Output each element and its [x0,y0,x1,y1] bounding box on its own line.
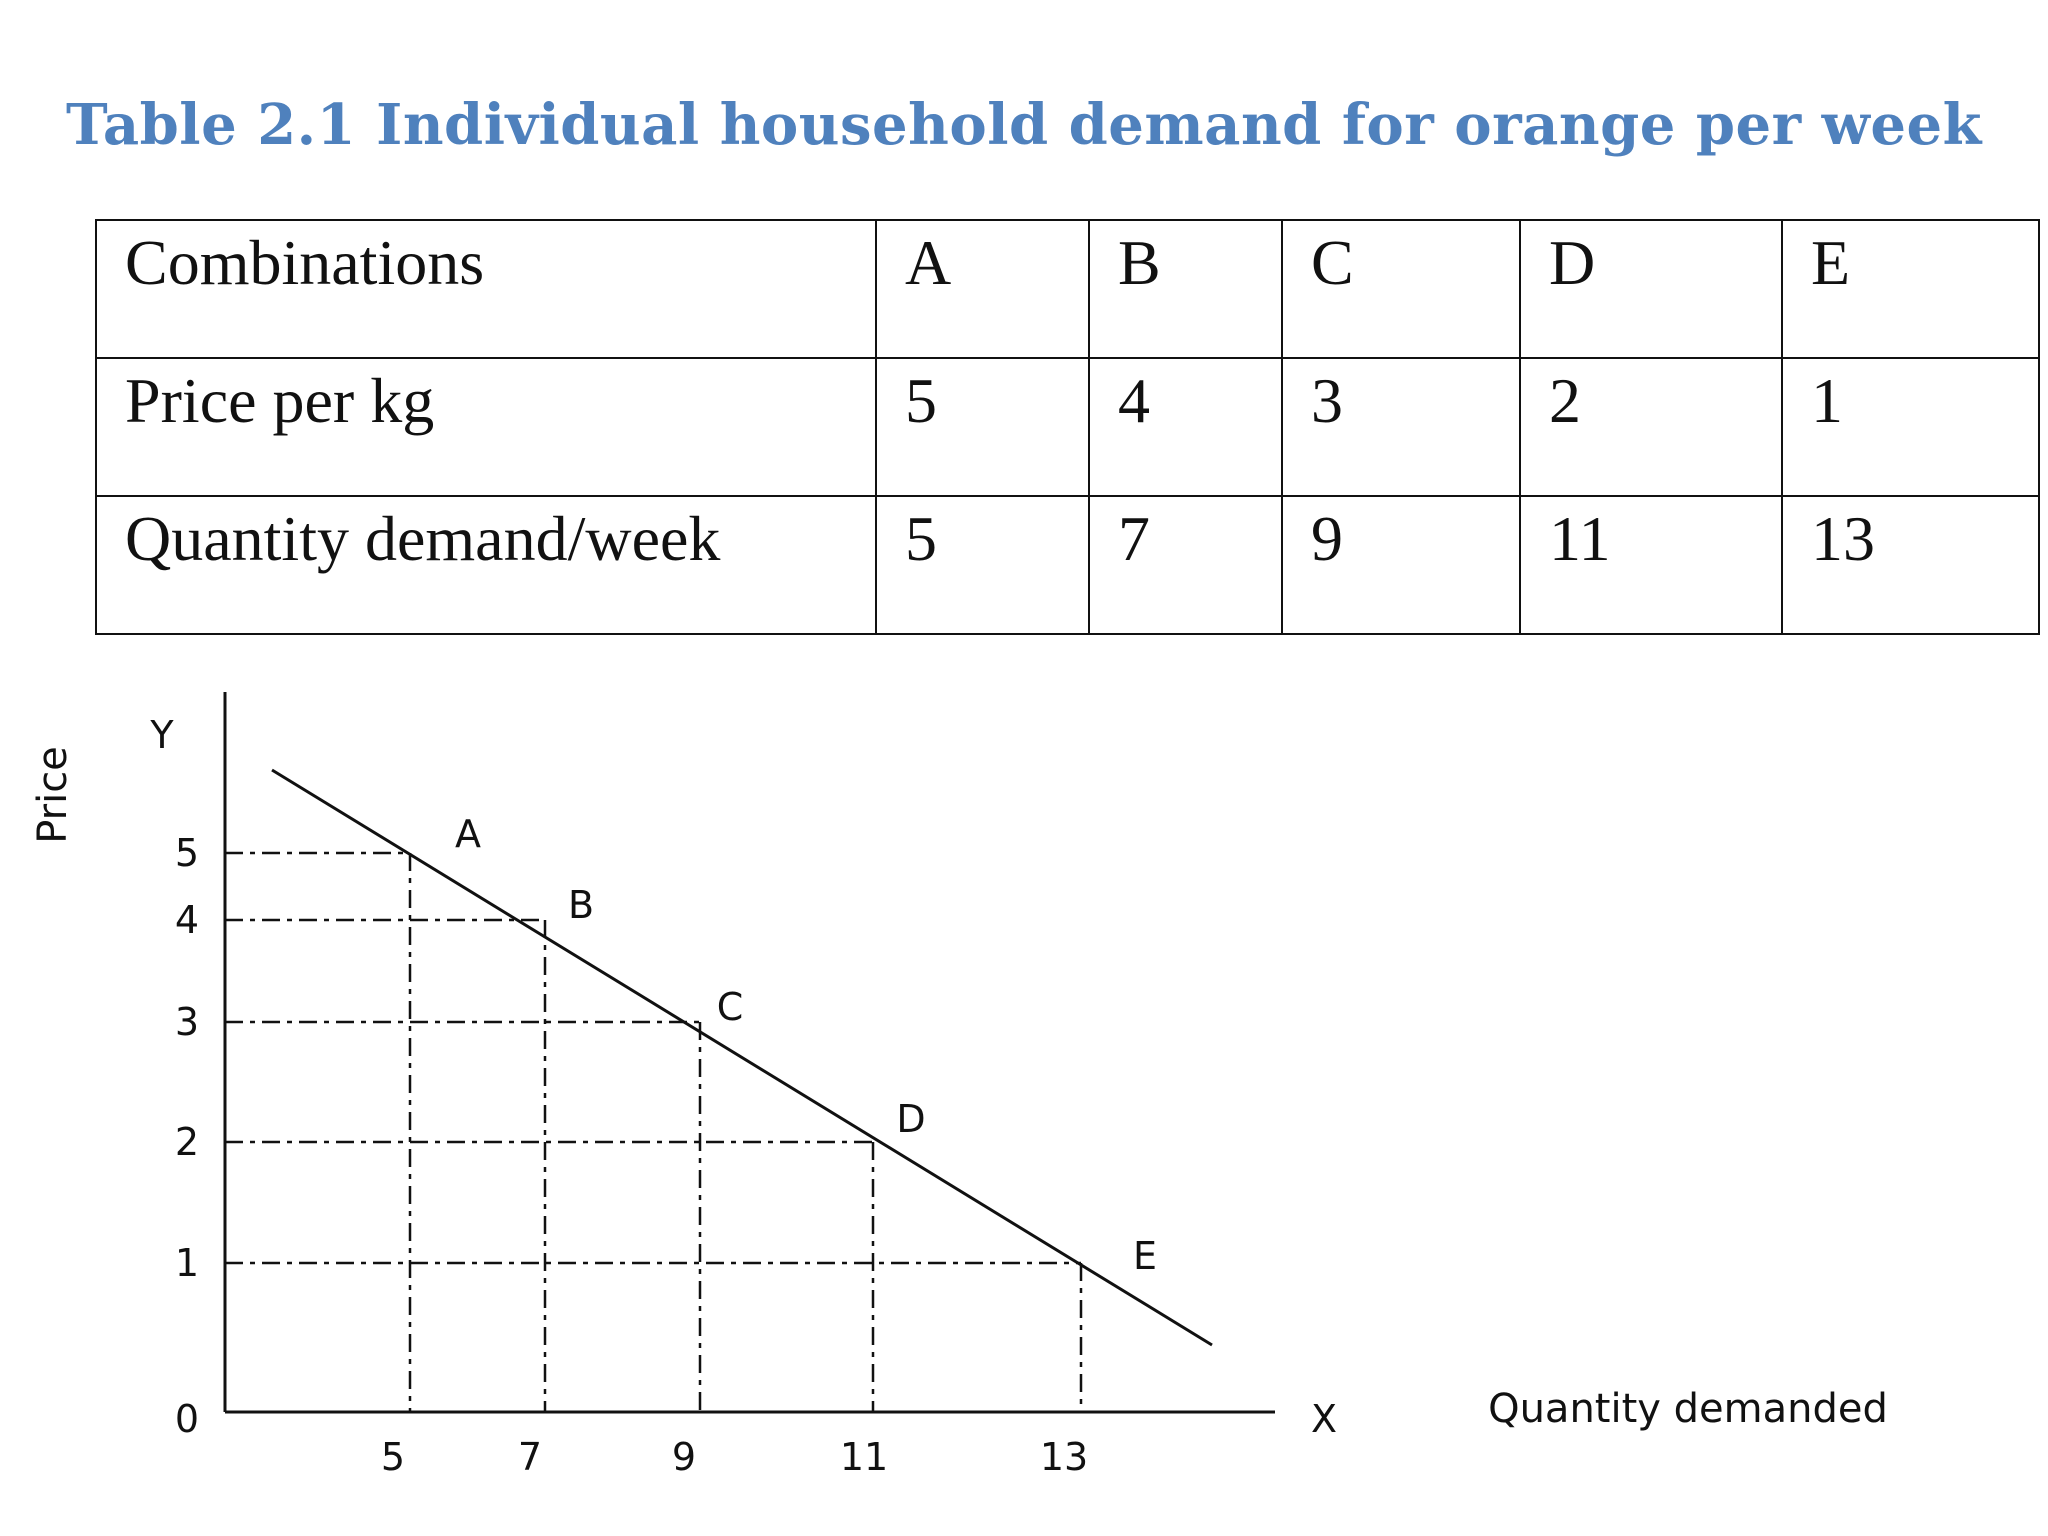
y-tick-label: 4 [175,898,199,942]
row-label: Quantity demand/week [95,495,877,635]
demand-schedule-table: Combinations A B C D E Price per kg 5 4 3 2 1 Quanti… [95,219,2040,635]
y-tick-label: 1 [175,1241,199,1285]
x-tick-label: 7 [518,1435,542,1479]
table-row: Combinations A B C D E [95,219,2040,359]
table-row: Quantity demand/week 5 7 9 11 13 [95,495,2040,635]
table-cell: 5 [875,495,1090,635]
x-tick-label: 11 [840,1435,888,1479]
table-cell: 11 [1519,495,1783,635]
table-row: Price per kg 5 4 3 2 1 [95,357,2040,497]
table-cell: 4 [1088,357,1283,497]
x-axis-title: Quantity demanded [1488,1386,1888,1432]
point-label: A [455,812,481,856]
point-label: B [568,883,594,927]
x-tick-label: 9 [672,1435,696,1479]
table-cell: 2 [1519,357,1783,497]
demand-curve [271,768,1213,1347]
x-axis-letter: X [1311,1397,1337,1441]
y-tick-label: 2 [175,1120,199,1164]
table-cell: 7 [1088,495,1283,635]
table-cell: A [875,219,1090,359]
row-label: Price per kg [95,357,877,497]
point-label: E [1133,1234,1157,1278]
table-caption: Table 2.1 Individual household demand fo… [66,92,1982,158]
table-cell: E [1781,219,2040,359]
table-cell: 13 [1781,495,2040,635]
table-cell: C [1281,219,1521,359]
y-tick-label: 5 [175,831,199,875]
table-cell: 5 [875,357,1090,497]
table-cell: D [1519,219,1783,359]
x-tick-label: 5 [381,1435,405,1479]
table-cell: 1 [1781,357,2040,497]
table-cell: B [1088,219,1283,359]
y-axis-title: Price [30,746,76,844]
y-tick-label: 3 [175,1000,199,1044]
table-cell: 3 [1281,357,1521,497]
x-tick-label: 13 [1040,1435,1088,1479]
row-label: Combinations [95,219,877,359]
table-cell: 9 [1281,495,1521,635]
point-label: C [717,985,744,1029]
y-axis-letter: Y [149,713,174,757]
point-label: D [896,1097,925,1141]
origin-label: 0 [175,1397,199,1441]
